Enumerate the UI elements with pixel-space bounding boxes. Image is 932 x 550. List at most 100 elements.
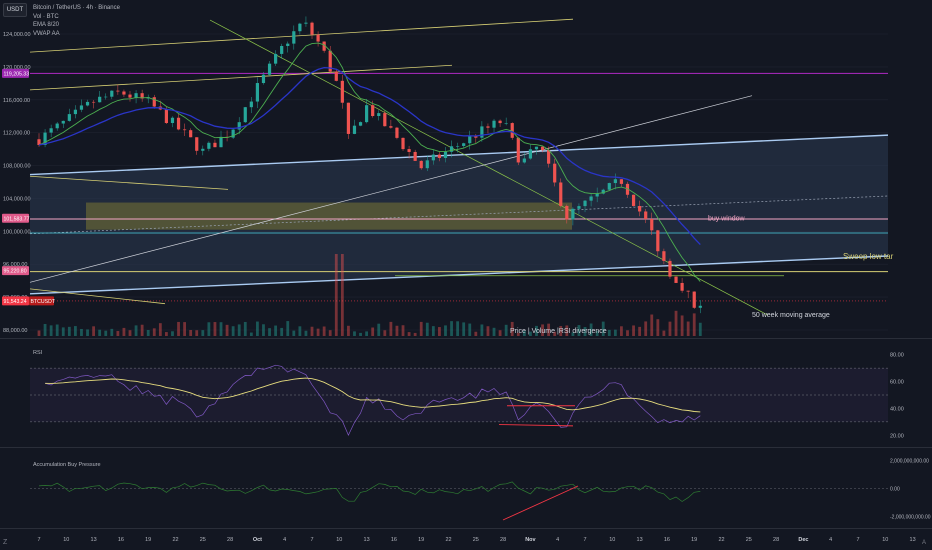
- volume-bar: [601, 321, 605, 336]
- candle-body: [431, 154, 435, 161]
- price-tick-label: 104,000.00: [3, 196, 31, 202]
- candle-body: [565, 205, 569, 220]
- symbol-badge[interactable]: USDT: [3, 3, 27, 17]
- candle-body: [492, 120, 496, 128]
- candle-body: [134, 93, 138, 98]
- volume-bar: [638, 326, 642, 336]
- candle-body: [698, 305, 702, 308]
- volume-bar: [462, 322, 466, 336]
- volume-bar: [256, 321, 259, 336]
- candle-body: [468, 135, 472, 144]
- candle-body: [419, 160, 423, 169]
- volume-bar: [413, 332, 417, 336]
- candle-body: [201, 148, 205, 151]
- price-highlight-label: 95,220.80: [4, 269, 27, 275]
- candle-body: [43, 132, 47, 145]
- volume-bar: [662, 330, 666, 336]
- volume-bar: [456, 321, 460, 336]
- volume-bar: [189, 330, 193, 336]
- volume-bar: [607, 329, 611, 336]
- volume-bar: [340, 254, 344, 336]
- candle-body: [601, 189, 605, 194]
- candle-body: [377, 113, 381, 117]
- candle-body: [407, 149, 411, 152]
- rsi-tick-label: 60.00: [890, 380, 904, 386]
- yellow-low-line: [29, 288, 166, 305]
- legend-title[interactable]: Bitcoin / TetherUS · 4h · Binance: [33, 5, 120, 11]
- candle-body: [286, 43, 290, 46]
- candle-body: [310, 22, 314, 35]
- legend-ema[interactable]: EMA 8/20: [33, 22, 60, 29]
- volume-bar: [365, 331, 369, 336]
- legend-vwap[interactable]: VWAP AA: [33, 30, 60, 37]
- volume-bar: [583, 326, 587, 336]
- candle-body: [395, 127, 399, 138]
- price-highlight-badge: [2, 266, 29, 276]
- time-tick-label: 16: [118, 537, 124, 543]
- candle-body: [249, 101, 253, 108]
- candle-body: [449, 146, 454, 152]
- candle-body: [128, 94, 132, 98]
- abp-label: Accumulation Buy Pressure: [33, 462, 101, 468]
- volume-bar: [165, 332, 168, 336]
- legend-volume[interactable]: Vol · BTC: [33, 13, 59, 20]
- volume-bar: [444, 325, 447, 336]
- volume-bar: [43, 323, 47, 336]
- time-tick-label: 13: [637, 537, 643, 543]
- candle-body: [61, 120, 65, 124]
- candle-body: [662, 251, 666, 261]
- candle-body: [498, 120, 502, 124]
- rsi-ma-line: [45, 377, 701, 413]
- candle-body: [425, 160, 429, 169]
- time-tick-label: 22: [718, 537, 724, 543]
- volume-bar: [680, 315, 684, 336]
- rsi-panel: RSI 80.00 60.00 40.00 20.00: [30, 350, 904, 439]
- time-tick-label: 25: [473, 537, 479, 543]
- time-tick-label: 10: [336, 537, 342, 543]
- volume-bar: [334, 254, 338, 336]
- volume-bar: [152, 328, 156, 336]
- price-tick-label: 96,000.00: [3, 262, 27, 268]
- candle-body: [243, 107, 247, 123]
- ema-fast-line: [38, 42, 701, 282]
- volume-bar: [613, 329, 617, 336]
- volume-bar: [431, 326, 435, 336]
- volume-bar: [686, 321, 690, 336]
- chart-legend: Bitcoin / TetherUS · 4h · Binance Vol · …: [33, 4, 120, 38]
- volume-bar: [595, 330, 599, 336]
- candle-body: [559, 182, 563, 206]
- candle-body: [371, 105, 375, 117]
- time-tick-label: 19: [418, 537, 424, 543]
- supply-zone: [86, 202, 572, 230]
- time-tick-label: 25: [746, 537, 752, 543]
- candle-body: [274, 53, 278, 64]
- channel-bottom: [29, 255, 889, 295]
- candle-body: [237, 122, 241, 130]
- candle-body: [213, 142, 217, 148]
- time-tick-label: 4: [556, 537, 559, 543]
- time-tick-label: 7: [310, 537, 313, 543]
- abp-panel: Accumulation Buy Pressure 2,000,000,000.0…: [30, 458, 931, 521]
- candle-body: [189, 130, 193, 138]
- candle-body: [152, 97, 156, 107]
- volume-bar: [571, 332, 575, 336]
- auto-scale-icon[interactable]: A: [921, 540, 926, 546]
- time-tick-label: Nov: [525, 537, 536, 543]
- volume-bar: [274, 325, 278, 336]
- volume-bar: [547, 323, 551, 336]
- rsi-tick-label: 20.00: [890, 433, 904, 439]
- channel-mid: [29, 195, 889, 235]
- volume-bar: [128, 330, 132, 336]
- time-tick-label: 28: [227, 537, 233, 543]
- zoom-icon[interactable]: Z: [3, 539, 8, 546]
- volume-bar: [516, 332, 520, 336]
- time-tick-label: 10: [882, 537, 888, 543]
- time-tick-label: 22: [172, 537, 178, 543]
- candle-body: [92, 101, 96, 103]
- btcusdt-tag: BTCUSDT: [31, 299, 56, 305]
- candle-body: [346, 102, 351, 134]
- candle-body: [55, 123, 59, 129]
- volume-bar: [565, 325, 569, 336]
- candle-body: [334, 71, 338, 81]
